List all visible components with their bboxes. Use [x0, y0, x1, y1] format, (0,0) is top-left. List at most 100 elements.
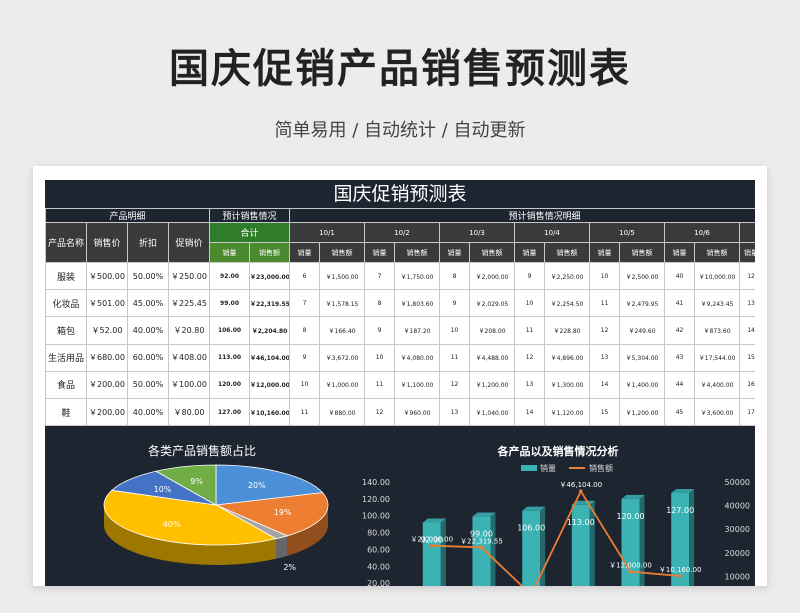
daily-qty-cell[interactable]: 13: [739, 289, 755, 318]
daily-qty-cell[interactable]: 9: [289, 343, 321, 372]
daily-qty-cell[interactable]: 41: [664, 289, 696, 318]
daily-amount-cell[interactable]: ￥1,803.60: [394, 289, 441, 318]
daily-amount-cell[interactable]: ￥1,120.00: [544, 397, 591, 427]
total-amount-cell[interactable]: ￥10,160.00: [249, 397, 291, 427]
price-cell[interactable]: ￥500.00: [86, 261, 128, 291]
total-amount-cell[interactable]: ￥46,104.00: [249, 343, 291, 372]
daily-qty-cell[interactable]: 11: [514, 316, 546, 345]
sales-amount-line[interactable]: [431, 489, 681, 586]
daily-qty-cell[interactable]: 7: [364, 261, 396, 291]
daily-qty-cell[interactable]: 11: [439, 343, 471, 372]
daily-amount-cell[interactable]: ￥187.20: [394, 316, 441, 345]
daily-amount-cell[interactable]: ￥3,600.00: [694, 397, 741, 427]
bar[interactable]: [422, 518, 446, 586]
daily-qty-cell[interactable]: 10: [289, 370, 321, 399]
daily-amount-cell[interactable]: ￥2,250.00: [544, 261, 591, 291]
line-point[interactable]: [430, 543, 434, 548]
daily-qty-cell[interactable]: 11: [289, 397, 321, 427]
bar[interactable]: [671, 488, 695, 586]
daily-qty-cell[interactable]: 12: [439, 370, 471, 399]
product-name-cell[interactable]: 化妆品: [45, 289, 87, 318]
daily-qty-cell[interactable]: 8: [364, 289, 396, 318]
price-cell[interactable]: ￥200.00: [86, 397, 128, 427]
total-qty-cell[interactable]: 120.00: [209, 370, 251, 399]
bar[interactable]: [571, 500, 595, 586]
daily-qty-cell[interactable]: 42: [664, 316, 696, 345]
daily-amount-cell[interactable]: ￥1,200.00: [619, 397, 666, 427]
daily-qty-cell[interactable]: 10: [439, 316, 471, 345]
daily-amount-cell[interactable]: ￥208.00: [469, 316, 516, 345]
bar[interactable]: [472, 512, 496, 586]
daily-amount-cell[interactable]: ￥1,578.15: [319, 289, 366, 318]
line-point[interactable]: [579, 489, 583, 493]
line-point[interactable]: [628, 569, 633, 574]
product-name-cell[interactable]: 鞋: [45, 397, 87, 427]
promo-price-cell[interactable]: ￥408.00: [167, 343, 211, 372]
promo-price-cell[interactable]: ￥100.00: [167, 370, 211, 399]
daily-qty-cell[interactable]: 43: [664, 343, 696, 372]
daily-qty-cell[interactable]: 40: [664, 261, 696, 291]
daily-qty-cell[interactable]: 13: [439, 397, 471, 427]
daily-qty-cell[interactable]: 8: [289, 316, 321, 345]
daily-qty-cell[interactable]: 12: [514, 343, 546, 372]
daily-amount-cell[interactable]: ￥1,000.00: [319, 370, 366, 399]
daily-qty-cell[interactable]: 17: [739, 397, 755, 427]
total-amount-cell[interactable]: ￥22,319.55: [249, 289, 291, 318]
daily-qty-cell[interactable]: 9: [514, 261, 546, 291]
daily-qty-cell[interactable]: 14: [514, 397, 546, 427]
line-point[interactable]: [678, 574, 682, 578]
daily-qty-cell[interactable]: 12: [739, 261, 755, 291]
pie-slice[interactable]: [154, 464, 217, 506]
daily-amount-cell[interactable]: ￥1,200.00: [469, 370, 516, 399]
daily-amount-cell[interactable]: ￥2,000.00: [469, 261, 516, 291]
daily-qty-cell[interactable]: 15: [589, 397, 621, 427]
daily-amount-cell[interactable]: ￥960.00: [394, 397, 441, 427]
pie-slice[interactable]: [103, 489, 278, 546]
product-name-cell[interactable]: 箱包: [45, 316, 87, 345]
daily-amount-cell[interactable]: ￥2,254.50: [544, 289, 591, 318]
promo-price-cell[interactable]: ￥225.45: [167, 289, 211, 318]
daily-amount-cell[interactable]: ￥10,000.00: [694, 261, 741, 291]
daily-qty-cell[interactable]: 11: [589, 289, 621, 318]
daily-amount-cell[interactable]: ￥166.40: [319, 316, 366, 345]
total-qty-cell[interactable]: 92.00: [209, 261, 251, 291]
line-point[interactable]: [479, 545, 484, 550]
daily-amount-cell[interactable]: ￥3,672.00: [319, 343, 366, 372]
daily-qty-cell[interactable]: 11: [364, 370, 396, 399]
daily-amount-cell[interactable]: ￥1,500.00: [319, 261, 366, 291]
daily-qty-cell[interactable]: 45: [664, 397, 696, 427]
product-name-cell[interactable]: 服装: [45, 261, 87, 291]
daily-amount-cell[interactable]: ￥1,040.00: [469, 397, 516, 427]
daily-amount-cell[interactable]: ￥17,544.00: [694, 343, 741, 372]
daily-qty-cell[interactable]: 9: [364, 316, 396, 345]
discount-cell[interactable]: 40.00%: [127, 397, 169, 427]
daily-amount-cell[interactable]: ￥228.80: [544, 316, 591, 345]
daily-amount-cell[interactable]: ￥4,488.00: [469, 343, 516, 372]
daily-qty-cell[interactable]: 12: [589, 316, 621, 345]
daily-amount-cell[interactable]: ￥1,300.00: [544, 370, 591, 399]
total-amount-cell[interactable]: ￥12,000.00: [249, 370, 291, 399]
daily-qty-cell[interactable]: 10: [514, 289, 546, 318]
discount-cell[interactable]: 50.00%: [127, 370, 169, 399]
discount-cell[interactable]: 50.00%: [127, 261, 169, 291]
daily-amount-cell[interactable]: ￥1,100.00: [394, 370, 441, 399]
price-cell[interactable]: ￥200.00: [86, 370, 128, 399]
price-cell[interactable]: ￥680.00: [86, 343, 128, 372]
daily-qty-cell[interactable]: 10: [364, 343, 396, 372]
daily-amount-cell[interactable]: ￥5,304.00: [619, 343, 666, 372]
total-qty-cell[interactable]: 106.00: [209, 316, 251, 345]
total-qty-cell[interactable]: 99.00: [209, 289, 251, 318]
daily-amount-cell[interactable]: ￥2,479.95: [619, 289, 666, 318]
daily-amount-cell[interactable]: ￥249.60: [619, 316, 666, 345]
total-qty-cell[interactable]: 113.00: [209, 343, 251, 372]
price-cell[interactable]: ￥52.00: [86, 316, 128, 345]
daily-qty-cell[interactable]: 13: [589, 343, 621, 372]
pie-slice[interactable]: [214, 492, 329, 537]
daily-qty-cell[interactable]: 14: [739, 316, 755, 345]
daily-amount-cell[interactable]: ￥2,029.05: [469, 289, 516, 318]
daily-amount-cell[interactable]: ￥873.60: [694, 316, 741, 345]
daily-qty-cell[interactable]: 12: [364, 397, 396, 427]
daily-amount-cell[interactable]: ￥1,400.00: [619, 370, 666, 399]
daily-amount-cell[interactable]: ￥1,750.00: [394, 261, 441, 291]
promo-price-cell[interactable]: ￥250.00: [167, 261, 211, 291]
